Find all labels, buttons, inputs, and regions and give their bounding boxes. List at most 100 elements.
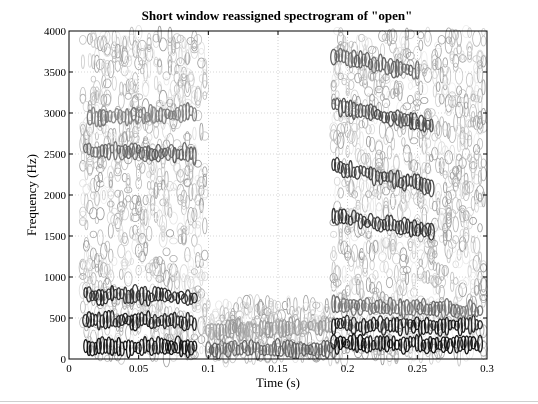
track-mark [356, 334, 364, 351]
energy-mark [169, 237, 178, 245]
energy-mark [337, 187, 344, 199]
energy-mark [331, 74, 336, 84]
energy-mark [448, 28, 456, 48]
energy-mark [111, 41, 118, 52]
energy-mark [281, 300, 289, 311]
track-mark [393, 339, 401, 351]
track-mark [97, 109, 103, 128]
track-mark [400, 112, 408, 127]
track-mark [298, 341, 304, 355]
track-mark [181, 340, 188, 355]
track-mark [408, 221, 414, 238]
track-mark [421, 177, 428, 196]
energy-mark [404, 271, 409, 286]
track-mark [334, 337, 341, 355]
energy-mark [358, 251, 365, 260]
energy-mark [361, 36, 369, 50]
track-mark [430, 300, 437, 316]
energy-mark [197, 176, 206, 189]
energy-mark [185, 43, 190, 54]
track-mark [473, 340, 480, 352]
energy-mark [475, 198, 485, 208]
energy-mark [370, 198, 375, 213]
energy-mark [129, 26, 135, 46]
energy-mark [199, 204, 204, 220]
energy-mark [199, 269, 204, 286]
energy-mark [84, 219, 89, 231]
track-mark [343, 298, 351, 313]
energy-mark [114, 332, 122, 345]
energy-mark [358, 288, 365, 299]
energy-mark [107, 200, 115, 208]
energy-mark [110, 46, 119, 58]
track-mark [477, 319, 483, 330]
energy-mark [96, 253, 105, 264]
energy-mark [406, 94, 414, 105]
track-mark [151, 285, 158, 302]
track-mark [99, 314, 106, 328]
x-tick-label: 0.25 [408, 363, 428, 375]
energy-mark [460, 164, 466, 177]
energy-mark [100, 157, 107, 170]
energy-mark [190, 268, 198, 276]
energy-mark [364, 86, 374, 97]
energy-mark [79, 35, 87, 45]
energy-mark [465, 72, 474, 88]
track-mark [132, 341, 138, 353]
track-mark [450, 336, 457, 348]
energy-mark [96, 124, 105, 136]
track-mark [118, 314, 126, 326]
energy-mark [129, 333, 134, 347]
energy-mark [162, 247, 171, 257]
energy-mark [467, 120, 472, 128]
energy-mark [379, 151, 386, 160]
track-mark [344, 213, 350, 225]
track-mark [387, 110, 395, 127]
track-mark [164, 108, 171, 119]
track-mark [363, 336, 371, 354]
track-mark [376, 315, 384, 333]
energy-mark [322, 306, 331, 324]
track-mark [105, 288, 112, 301]
track-mark [411, 173, 418, 189]
energy-mark [176, 87, 184, 102]
track-mark [264, 343, 271, 356]
energy-mark [334, 184, 341, 203]
energy-mark [455, 187, 463, 201]
energy-mark [418, 39, 424, 52]
energy-mark [152, 33, 160, 43]
energy-mark [181, 95, 186, 108]
track-mark [384, 214, 391, 232]
energy-mark [142, 195, 149, 206]
energy-mark [180, 327, 188, 343]
energy-mark [348, 40, 354, 49]
track-mark [130, 106, 138, 121]
energy-mark [356, 34, 361, 52]
track-mark [191, 107, 198, 122]
energy-mark [421, 207, 427, 226]
energy-mark [437, 208, 447, 216]
energy-mark [185, 219, 190, 236]
y-tick-label: 4000 [44, 26, 67, 38]
track-mark [152, 313, 158, 329]
energy-mark [180, 63, 188, 76]
energy-mark [122, 198, 128, 208]
track-mark [161, 108, 167, 125]
energy-mark [163, 269, 170, 287]
track-mark [300, 320, 308, 332]
track-mark [310, 342, 318, 357]
track-mark [180, 293, 189, 304]
y-axis-label: Frequency (Hz) [24, 154, 39, 236]
track-mark [92, 146, 99, 158]
energy-mark [82, 117, 91, 137]
energy-mark [444, 150, 454, 165]
energy-mark [97, 172, 103, 183]
energy-mark [386, 90, 393, 99]
track-mark [403, 337, 411, 353]
track-mark [420, 297, 427, 315]
track-mark [155, 286, 162, 302]
energy-mark [145, 194, 153, 204]
energy-mark [362, 255, 368, 274]
energy-mark [350, 276, 359, 295]
track-mark [360, 337, 367, 352]
